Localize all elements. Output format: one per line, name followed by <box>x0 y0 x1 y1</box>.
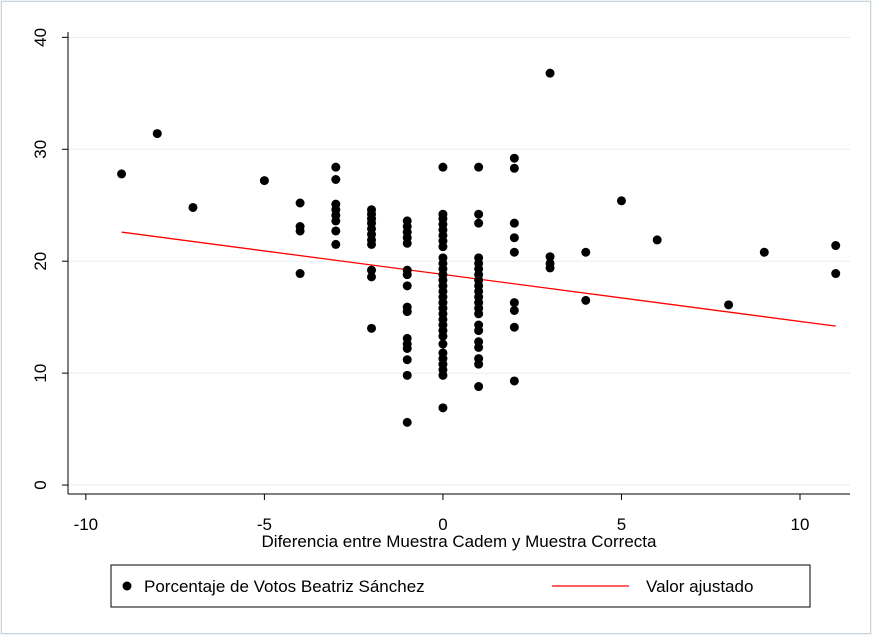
y-tick-label: 30 <box>31 140 50 159</box>
scatter-point <box>331 239 341 249</box>
scatter-point <box>402 344 412 354</box>
scatter-point <box>438 242 448 252</box>
scatter-point <box>509 298 519 308</box>
x-axis-title: Diferencia entre Muestra Cadem y Muestra… <box>262 532 657 551</box>
scatter-point <box>438 339 448 349</box>
scatter-point <box>402 370 412 380</box>
legend-marker-scatter <box>122 581 132 591</box>
x-tick-label: 10 <box>791 515 810 534</box>
scatter-point <box>331 162 341 172</box>
scatter-point <box>367 323 377 333</box>
axes: 0 10 20 30 40 -10 -5 0 5 10 <box>31 28 850 534</box>
scatter-point <box>367 265 377 275</box>
legend-label-fit-line: Valor ajustado <box>646 577 753 596</box>
scatter-point <box>295 226 305 236</box>
scatter-point <box>259 176 269 186</box>
scatter-point <box>152 129 162 139</box>
x-tick-label: 5 <box>617 515 626 534</box>
scatter-point <box>616 196 626 206</box>
scatter-point <box>509 233 519 243</box>
scatter-point <box>724 300 734 310</box>
scatter-point <box>402 355 412 365</box>
x-tick-label: -5 <box>257 515 272 534</box>
scatter-points <box>117 68 841 427</box>
scatter-point <box>331 216 341 226</box>
y-tick-label: 20 <box>31 252 50 271</box>
scatter-point <box>474 218 484 228</box>
scatter-point <box>509 305 519 315</box>
scatter-point <box>402 281 412 291</box>
scatter-point <box>509 218 519 228</box>
scatter-point <box>581 247 591 257</box>
y-tick-label: 40 <box>31 28 50 47</box>
scatter-point <box>402 270 412 280</box>
scatter-point <box>545 252 555 262</box>
scatter-point <box>438 162 448 172</box>
scatter-point <box>188 202 198 212</box>
scatter-point <box>759 247 769 257</box>
scatter-point <box>367 272 377 282</box>
y-tick-label: 10 <box>31 364 50 383</box>
scatter-point <box>474 209 484 219</box>
scatter-point <box>545 68 555 78</box>
x-tick-label: -10 <box>74 515 99 534</box>
scatter-point <box>331 174 341 184</box>
scatter-point <box>295 269 305 279</box>
scatter-point <box>474 359 484 369</box>
scatter-point <box>474 342 484 352</box>
scatter-point <box>652 235 662 245</box>
scatter-point <box>367 239 377 249</box>
scatter-point <box>438 331 448 341</box>
x-tick-label: 0 <box>438 515 447 534</box>
scatter-point <box>474 162 484 172</box>
legend-label-scatter: Porcentaje de Votos Beatriz Sánchez <box>144 577 425 596</box>
legend-box <box>110 564 811 608</box>
scatter-point <box>117 169 127 179</box>
scatter-point <box>438 370 448 380</box>
y-tick-label: 0 <box>31 480 50 489</box>
scatter-point <box>509 163 519 173</box>
scatter-point <box>581 295 591 305</box>
scatter-point <box>331 226 341 236</box>
scatter-point <box>402 307 412 317</box>
scatter-point <box>509 322 519 332</box>
scatter-point <box>474 382 484 392</box>
scatter-point <box>402 417 412 427</box>
scatter-point <box>295 198 305 208</box>
scatter-point <box>474 309 484 319</box>
scatter-point <box>831 269 841 279</box>
scatter-point <box>509 247 519 257</box>
scatter-point <box>831 241 841 251</box>
scatter-point <box>545 263 555 273</box>
legend: Porcentaje de Votos Beatriz Sánchez Valo… <box>110 564 811 608</box>
scatter-point <box>474 326 484 336</box>
scatter-point <box>402 238 412 248</box>
gridlines <box>68 36 850 486</box>
scatter-point <box>509 376 519 386</box>
scatter-point <box>438 403 448 413</box>
scatter-point <box>509 153 519 163</box>
